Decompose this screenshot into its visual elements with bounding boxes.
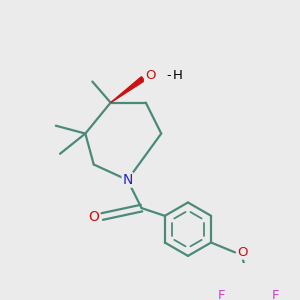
Text: H: H — [173, 69, 183, 82]
Text: O: O — [238, 246, 248, 259]
Text: F: F — [218, 290, 226, 300]
Text: O: O — [88, 209, 99, 224]
Text: -: - — [167, 69, 171, 82]
Text: F: F — [272, 290, 279, 300]
Text: O: O — [145, 69, 155, 82]
Text: N: N — [122, 173, 133, 187]
Polygon shape — [111, 77, 145, 103]
